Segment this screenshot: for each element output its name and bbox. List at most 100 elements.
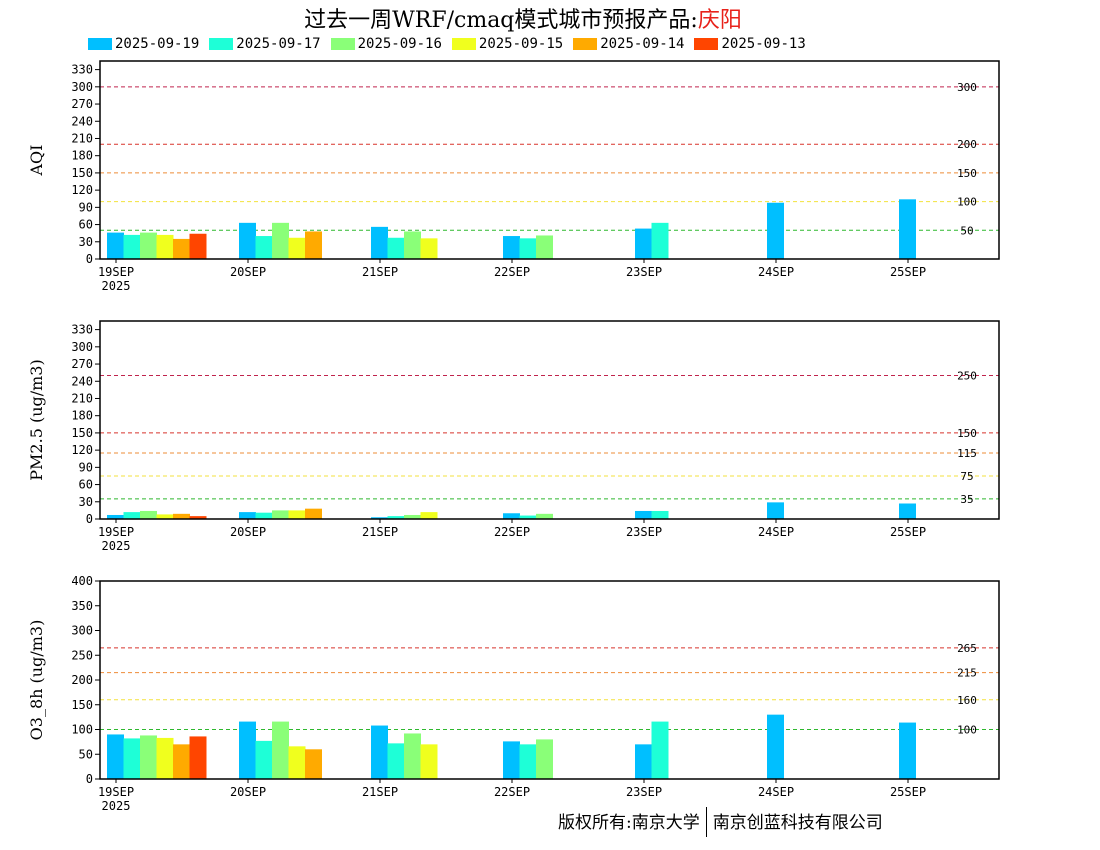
x-year-label: 2025 — [102, 799, 131, 813]
bar — [387, 237, 405, 259]
y-tick-label: 210 — [71, 131, 93, 145]
bar — [536, 235, 553, 259]
y-tick-label: 60 — [79, 218, 93, 232]
y-tick-label: 350 — [71, 599, 93, 613]
y-tick-label: 270 — [71, 357, 93, 371]
x-tick-label: 23SEP — [626, 525, 662, 539]
legend-item: 2025-09-17 — [209, 35, 321, 53]
x-tick-label: 24SEP — [758, 785, 794, 799]
y-tick-label: 300 — [71, 624, 93, 638]
bar — [107, 734, 124, 779]
y-tick-label: 240 — [71, 114, 93, 128]
bar — [156, 234, 174, 259]
y-tick-label: 120 — [71, 183, 93, 197]
legend-item: 2025-09-14 — [573, 35, 684, 53]
bar — [651, 222, 669, 259]
y-tick-label: 0 — [86, 772, 93, 786]
y-tick-label: 250 — [71, 648, 93, 662]
bar — [140, 735, 157, 779]
x-tick-label: 20SEP — [230, 785, 266, 799]
threshold-label: 150 — [957, 167, 977, 180]
bar — [305, 749, 322, 779]
bar — [173, 238, 190, 259]
x-tick-label: 22SEP — [494, 785, 530, 799]
y-tick-label: 400 — [71, 574, 93, 588]
bar — [404, 231, 421, 259]
copyright-right: 南京创蓝科技有限公司 — [712, 813, 883, 833]
legend-swatch — [88, 38, 112, 50]
bar — [420, 512, 438, 519]
bar — [519, 515, 537, 519]
y-tick-label: 0 — [86, 252, 93, 266]
bar — [767, 202, 784, 259]
x-tick-label: 19SEP — [98, 525, 134, 539]
copyright: 版权所有:南京大学 南京创蓝科技有限公司 — [558, 806, 883, 839]
bar — [503, 236, 520, 259]
legend-swatch — [209, 38, 234, 50]
bar — [156, 514, 174, 519]
y-tick-label: 90 — [79, 200, 93, 214]
y-tick-label: 30 — [79, 235, 93, 249]
bar — [651, 721, 669, 779]
bar — [387, 516, 405, 519]
bar — [123, 512, 141, 519]
legend-label: 2025-09-19 — [115, 36, 200, 52]
bar — [503, 513, 520, 519]
y-tick-label: 240 — [71, 374, 93, 388]
legend-label: 2025-09-17 — [236, 36, 321, 52]
y-tick-label: 180 — [71, 149, 93, 163]
bar — [420, 744, 438, 779]
bar — [899, 722, 916, 779]
legend: 2025-09-19 2025-09-17 2025-09-16 2025-09-15… — [88, 35, 816, 53]
bar — [123, 738, 141, 779]
plot-frame — [99, 60, 1000, 260]
bar — [173, 744, 190, 779]
plot-frame — [99, 320, 1000, 520]
threshold-label: 35 — [960, 493, 973, 506]
y-tick-label: 60 — [79, 478, 93, 492]
bar — [239, 721, 256, 779]
bar — [519, 238, 537, 259]
y-tick-label: 30 — [79, 495, 93, 509]
bar — [767, 502, 784, 519]
y-tick-label: 120 — [71, 443, 93, 457]
bar — [255, 236, 273, 259]
bar — [899, 199, 916, 259]
x-tick-label: 21SEP — [362, 785, 398, 799]
bar — [288, 510, 306, 519]
legend-label: 2025-09-13 — [721, 36, 806, 52]
bar — [123, 234, 141, 259]
threshold-label: 75 — [960, 470, 973, 483]
copyright-separator — [705, 806, 707, 837]
x-tick-label: 24SEP — [758, 265, 794, 279]
threshold-label: 200 — [957, 138, 977, 151]
bar — [288, 746, 306, 779]
x-tick-label: 20SEP — [230, 265, 266, 279]
x-tick-label: 25SEP — [890, 785, 926, 799]
bar — [899, 503, 916, 519]
x-tick-label: 23SEP — [626, 785, 662, 799]
x-tick-label: 20SEP — [230, 525, 266, 539]
y-axis-label: O3_8h (ug/m3) — [27, 620, 46, 741]
threshold-label: 150 — [957, 427, 977, 440]
bar — [371, 517, 388, 519]
x-tick-label: 21SEP — [362, 525, 398, 539]
x-tick-label: 22SEP — [494, 525, 530, 539]
x-tick-label: 21SEP — [362, 265, 398, 279]
y-tick-label: 100 — [71, 723, 93, 737]
bar — [635, 744, 652, 779]
copyright-left: 版权所有:南京大学 — [558, 813, 700, 833]
legend-swatch — [573, 38, 598, 50]
bar — [371, 226, 388, 259]
y-tick-label: 150 — [71, 426, 93, 440]
y-tick-label: 0 — [86, 512, 93, 526]
threshold-label: 250 — [957, 370, 977, 383]
bar — [651, 510, 669, 519]
bar — [767, 714, 784, 779]
bar — [107, 232, 124, 259]
bar — [288, 237, 306, 259]
bar — [305, 231, 322, 259]
threshold-label: 300 — [957, 81, 977, 94]
legend-swatch — [330, 38, 355, 50]
